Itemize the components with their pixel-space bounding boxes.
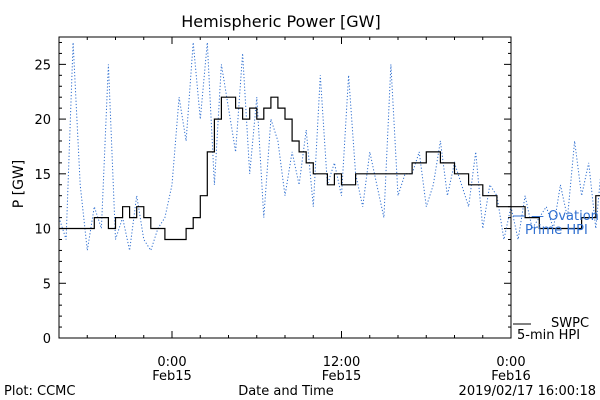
legend-ovation-line1: — Ovation [531,209,599,224]
legend-ovation-line2: Prime HPI [525,223,588,238]
y-axis-label: P [GW] [11,160,27,209]
plot-frame [58,36,512,339]
x-tick-label-date: Feb15 [322,369,362,384]
y-tick-label: 20 [34,113,51,128]
y-tick-label: 0 [43,332,51,347]
series-ovation-prime-hpi [58,42,600,252]
x-tick-label-time: 0:00 [496,355,525,370]
footer-left: Plot: CCMC [4,384,75,399]
chart-marks: 05101520250:00Feb1512:00Feb150:00Feb1612… [34,37,600,384]
series-swpc-5min-hpi [59,96,600,241]
x-tick-label-date: Feb16 [491,369,531,384]
x-tick-label-time: 0:00 [157,355,186,370]
x-tick-label-date: Feb15 [152,369,192,384]
legend-swpc-line2: 5-min HPI [517,328,580,343]
y-tick-label: 25 [34,58,51,73]
x-axis-label: Date and Time [238,384,334,399]
x-tick-label-time: 12:00 [323,355,360,370]
legend-swpc-line1: SWPC [551,316,589,331]
y-tick-label: 5 [43,277,51,292]
footer-right: 2019/02/17 16:00:18 [459,384,596,399]
y-tick-label: 15 [34,168,51,183]
chart-title: Hemispheric Power [GW] [181,12,380,31]
y-tick-label: 10 [34,223,51,238]
